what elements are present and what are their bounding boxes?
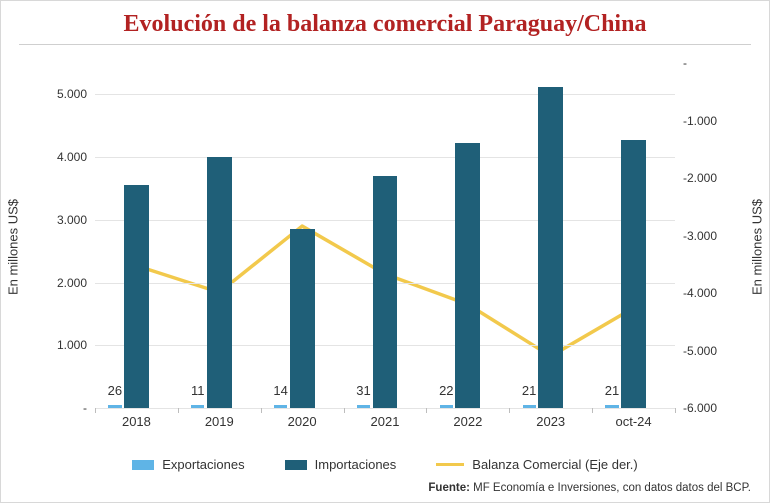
bar-importaciones [124, 185, 149, 408]
title-divider [19, 44, 751, 45]
x-tick: 2023 [536, 408, 565, 429]
y-left-tick: 5.000 [57, 87, 95, 101]
source-line: Fuente: MF Economía e Inversiones, con d… [428, 482, 751, 494]
y-left-tick: 2.000 [57, 276, 95, 290]
x-tick: 2021 [371, 408, 400, 429]
bar-exportaciones [274, 405, 287, 408]
x-tick: 2020 [288, 408, 317, 429]
x-tick-mark [675, 408, 676, 413]
x-tick-mark [95, 408, 96, 413]
y-right-tick: -4.000 [675, 286, 717, 300]
legend: Exportaciones Importaciones Balanza Come… [1, 457, 769, 472]
x-tick: 2022 [453, 408, 482, 429]
y-right-tick: -1.000 [675, 114, 717, 128]
x-tick-mark [592, 408, 593, 413]
bar-importaciones [455, 143, 480, 408]
bar-exportaciones [357, 405, 370, 408]
chart-area: En millones US$ En millones US$ -1.0002.… [19, 55, 751, 438]
y-left-tick: 3.000 [57, 213, 95, 227]
legend-label-balanza: Balanza Comercial (Eje der.) [472, 457, 637, 472]
bar-importaciones [621, 140, 646, 408]
legend-item-exportaciones: Exportaciones [132, 457, 244, 472]
plot-region: -1.0002.0003.0004.0005.000-6.000-5.000-4… [95, 63, 675, 408]
x-tick: 2018 [122, 408, 151, 429]
bar-value-label: 22 [439, 383, 453, 398]
bar-value-label: 11 [191, 383, 205, 398]
x-tick-mark [426, 408, 427, 413]
y-axis-right-label: En millones US$ [750, 198, 765, 294]
bar-value-label: 21 [605, 383, 619, 398]
bar-value-label: 14 [273, 383, 287, 398]
grid-line [95, 94, 675, 95]
x-tick-mark [178, 408, 179, 413]
bar-exportaciones [523, 405, 536, 408]
bar-exportaciones [191, 405, 204, 408]
bar-importaciones [373, 176, 398, 408]
legend-item-balanza: Balanza Comercial (Eje der.) [436, 457, 637, 472]
bar-exportaciones [605, 405, 618, 408]
source-text: MF Economía e Inversiones, con datos dat… [470, 482, 751, 494]
legend-label-exportaciones: Exportaciones [162, 457, 244, 472]
bar-value-label: 31 [356, 383, 370, 398]
y-right-tick: -5.000 [675, 344, 717, 358]
x-tick-mark [344, 408, 345, 413]
grid-line [95, 157, 675, 158]
legend-swatch-importaciones [285, 460, 307, 470]
x-tick-mark [261, 408, 262, 413]
y-left-tick: - [83, 401, 95, 415]
y-right-tick: -6.000 [675, 401, 717, 415]
chart-title: Evolución de la balanza comercial Paragu… [1, 1, 769, 44]
y-left-tick: 1.000 [57, 338, 95, 352]
x-tick-mark [509, 408, 510, 413]
y-right-tick: -3.000 [675, 229, 717, 243]
y-axis-left-label: En millones US$ [6, 198, 21, 294]
bar-exportaciones [108, 405, 121, 408]
bar-value-label: 26 [108, 383, 122, 398]
x-tick: 2019 [205, 408, 234, 429]
bar-importaciones [207, 157, 232, 408]
y-right-tick: - [675, 56, 687, 70]
legend-swatch-balanza [436, 463, 464, 466]
bar-importaciones [538, 87, 563, 408]
legend-swatch-exportaciones [132, 460, 154, 470]
legend-item-importaciones: Importaciones [285, 457, 397, 472]
bar-value-label: 21 [522, 383, 536, 398]
chart-card: Evolución de la balanza comercial Paragu… [0, 0, 770, 503]
x-tick: oct-24 [615, 408, 651, 429]
bar-exportaciones [440, 405, 453, 408]
legend-label-importaciones: Importaciones [315, 457, 397, 472]
source-prefix: Fuente: [428, 482, 470, 494]
bar-importaciones [290, 229, 315, 408]
y-right-tick: -2.000 [675, 171, 717, 185]
y-left-tick: 4.000 [57, 150, 95, 164]
